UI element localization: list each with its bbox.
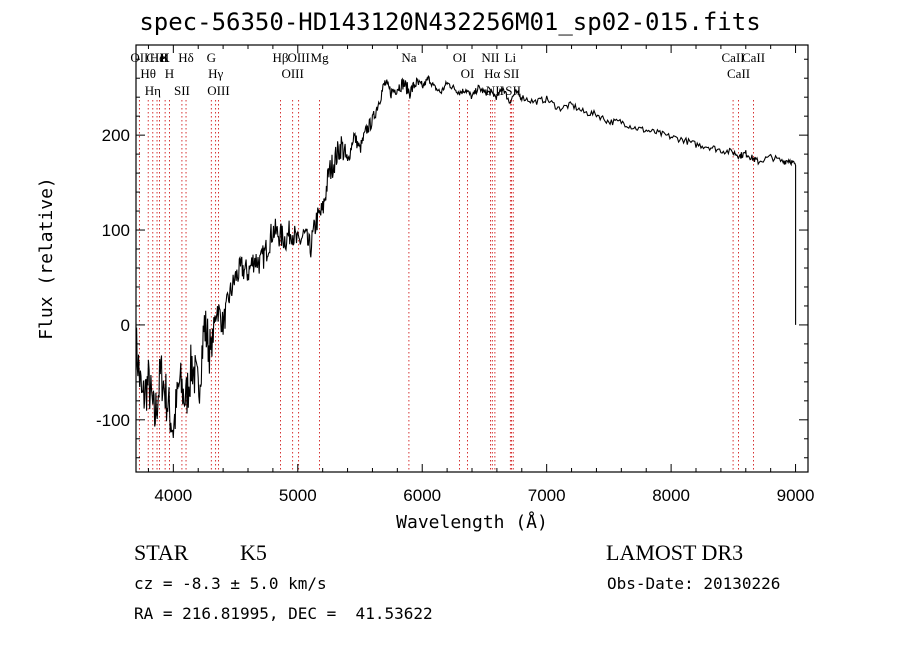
x-tick-label: 6000	[403, 486, 441, 505]
spectral-line-markers	[138, 100, 754, 472]
survey-name: LAMOST DR3	[606, 540, 744, 565]
plot-frame	[135, 44, 809, 473]
line-label: Hθ	[140, 66, 156, 81]
x-tick-label: 5000	[279, 486, 317, 505]
line-label: Mg	[311, 50, 330, 65]
line-label: Hδ	[178, 50, 194, 65]
line-label: CaII	[742, 50, 765, 65]
redshift-info: cz = -8.3 ± 5.0 km/s	[134, 574, 327, 593]
line-label: OIII	[281, 66, 303, 81]
x-axis-label: Wavelength (Å)	[396, 511, 548, 533]
x-tick-label: 7000	[528, 486, 566, 505]
y-tick-label: -100	[96, 411, 130, 430]
chart-title: spec-56350-HD143120N432256M01_sp02-015.f…	[139, 8, 761, 36]
line-label: Li	[505, 50, 517, 65]
y-tick-label: 100	[102, 221, 130, 240]
line-label: SII	[505, 83, 521, 98]
x-axis-ticks: 4000 5000 6000 7000 8000 9000	[147, 45, 815, 505]
x-tick-label: 9000	[777, 486, 815, 505]
line-label: HeI	[150, 50, 170, 65]
object-subclass: K5	[240, 540, 267, 565]
line-label: NII	[481, 50, 499, 65]
x-tick-label: 4000	[154, 486, 192, 505]
coordinates: RA = 216.81995, DEC = 41.53622	[134, 604, 433, 623]
line-label: OI	[461, 66, 475, 81]
y-tick-label: 200	[102, 126, 130, 145]
line-label: Hα	[484, 66, 500, 81]
y-tick-label: 0	[121, 316, 130, 335]
line-label: OI	[453, 50, 467, 65]
line-label: G	[207, 50, 216, 65]
line-label: CaII	[727, 66, 750, 81]
object-class: STAR	[134, 540, 189, 565]
line-label: OIII	[287, 50, 309, 65]
obs-date: Obs-Date: 20130226	[607, 574, 781, 593]
line-label: SII	[174, 83, 190, 98]
line-label: Hη	[145, 83, 161, 98]
y-axis-ticks: -100 0 100 200	[96, 58, 808, 459]
line-label: OIII	[207, 83, 229, 98]
line-label: H	[165, 66, 174, 81]
spectrum-line	[135, 74, 797, 439]
y-axis-label: Flux (relative)	[36, 177, 57, 340]
x-tick-label: 8000	[652, 486, 690, 505]
line-label: OII	[130, 50, 148, 65]
line-label: CIII	[146, 50, 168, 65]
line-label: CaII	[722, 50, 745, 65]
line-label: Hβ	[272, 50, 288, 65]
line-label: Na	[401, 50, 416, 65]
line-label: Hγ	[208, 66, 223, 81]
line-label: K	[160, 50, 170, 65]
line-label: SII	[504, 66, 520, 81]
